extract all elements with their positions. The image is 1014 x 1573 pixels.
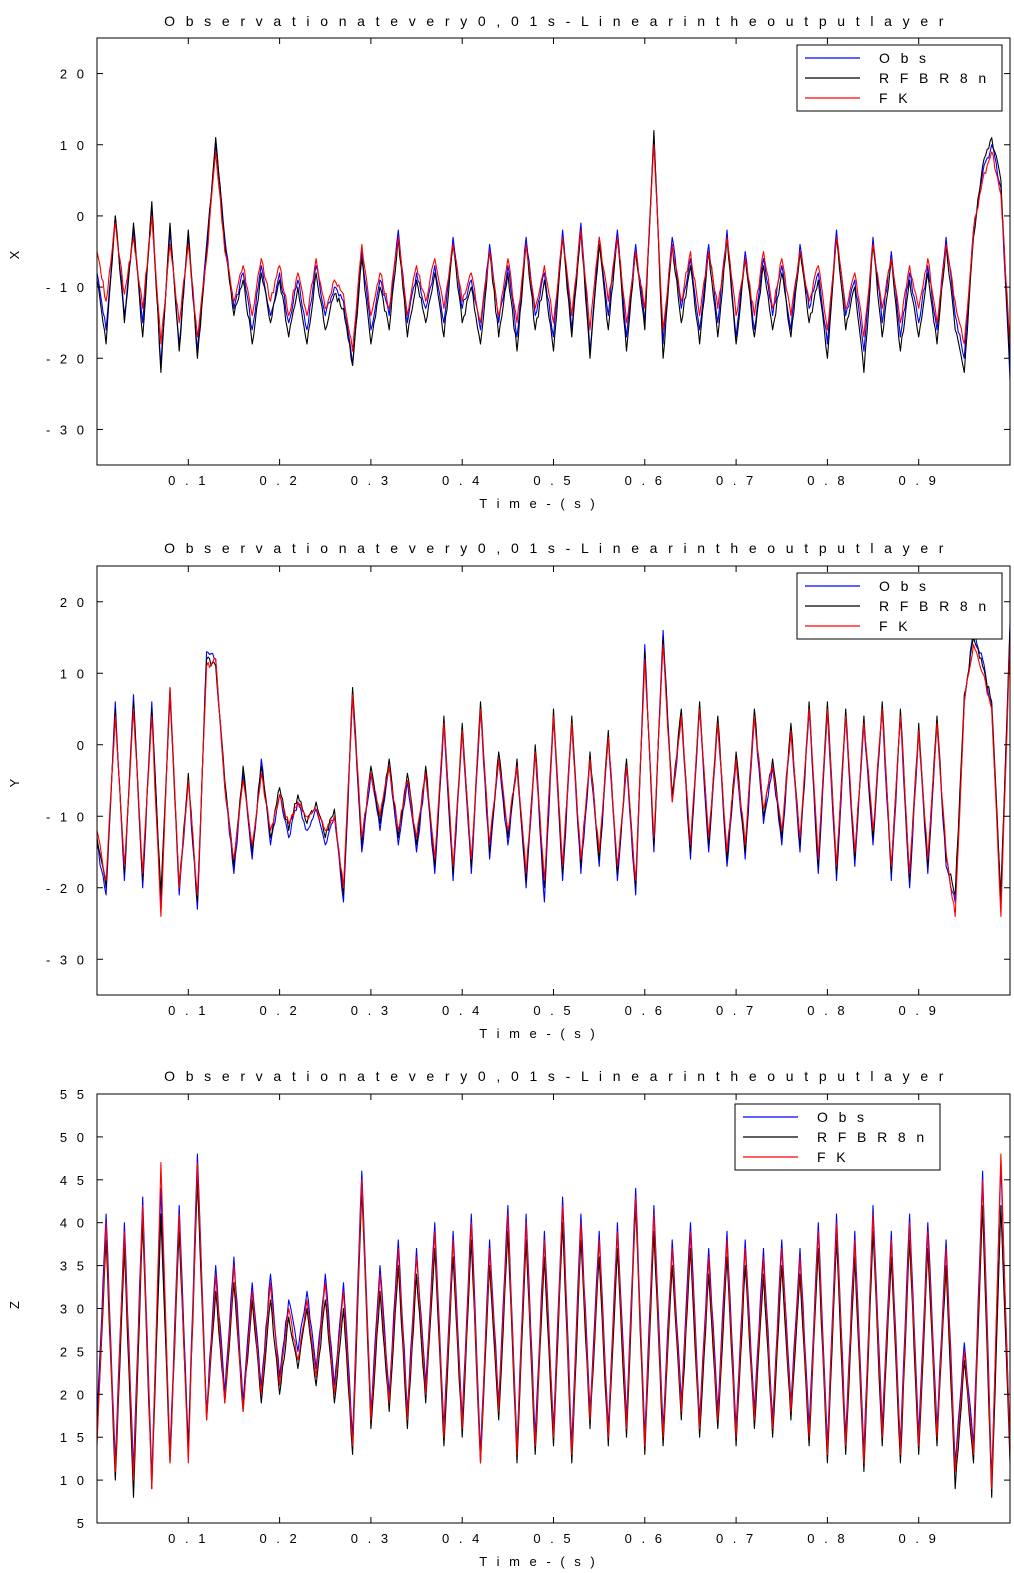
x-tick-label: 0 . 2 xyxy=(259,473,299,488)
y-tick-label: 3 0 xyxy=(60,1302,87,1317)
x-tick-label: 0 . 4 xyxy=(442,1531,482,1546)
x-tick-label: 0 . 8 xyxy=(807,473,847,488)
y-tick-label: 2 0 xyxy=(60,595,87,610)
y-tick-label: 2 5 xyxy=(60,1344,87,1359)
y-tick-label: 1 0 xyxy=(60,1473,87,1488)
x-tick-label: 0 . 8 xyxy=(807,1003,847,1018)
legend-label: F K xyxy=(817,1149,849,1165)
x-tick-label: 0 . 6 xyxy=(625,473,665,488)
y-axis-label: X xyxy=(7,250,22,259)
y-tick-label: 5 0 xyxy=(60,1130,87,1145)
x-tick-label: 0 . 3 xyxy=(351,473,391,488)
x-tick-label: 0 . 5 xyxy=(533,1003,573,1018)
y-tick-label: - 3 0 xyxy=(46,422,87,437)
x-tick-label: 0 . 1 xyxy=(168,473,208,488)
x-tick-label: 0 . 9 xyxy=(899,473,939,488)
legend-label: R F B R 8 n xyxy=(879,598,990,614)
chart-panel-1: 0 . 1 0 . 2 0 . 3 0 . 4 0 . 5 0 . 6 0 . 7 0 . 8… xyxy=(7,13,1011,511)
chart-panel-3: 0 . 1 0 . 2 0 . 3 0 . 4 0 . 5 0 . 6 0 . 7 0 . 8… xyxy=(7,1068,1011,1569)
series-line-2 xyxy=(96,1179,1011,1498)
y-tick-label: 0 xyxy=(77,209,87,224)
legend-label: O b s xyxy=(817,1109,867,1125)
legend-label: O b s xyxy=(879,50,929,66)
x-axis-label: T i m e - ( s ) xyxy=(479,1554,597,1569)
series-line-1 xyxy=(96,137,1011,380)
series-line-2 xyxy=(96,630,1011,903)
y-tick-label: - 3 0 xyxy=(46,952,87,967)
legend-label: O b s xyxy=(879,578,929,594)
x-tick-label: 0 . 6 xyxy=(625,1531,665,1546)
y-tick-label: 3 5 xyxy=(60,1259,87,1274)
x-axis-label: T i m e - ( s ) xyxy=(479,1026,597,1041)
x-tick-label: 0 . 2 xyxy=(259,1531,299,1546)
y-tick-label: 4 0 xyxy=(60,1216,87,1231)
y-tick-label: 0 xyxy=(77,738,87,753)
chart-title: O b s e r v a t i o n a t e v e r y 0 , … xyxy=(164,540,947,556)
series-line-3 xyxy=(96,637,1011,917)
y-axis-label: Z xyxy=(7,1301,22,1309)
x-tick-label: 0 . 3 xyxy=(351,1531,391,1546)
x-tick-label: 0 . 9 xyxy=(899,1531,939,1546)
x-axis-label: T i m e - ( s ) xyxy=(479,496,597,511)
x-tick-label: 0 . 3 xyxy=(351,1003,391,1018)
y-tick-label: - 2 0 xyxy=(46,351,87,366)
y-tick-label: 2 0 xyxy=(60,1387,87,1402)
y-tick-label: 2 0 xyxy=(60,67,87,82)
x-tick-label: 0 . 7 xyxy=(716,473,756,488)
x-tick-label: 0 . 6 xyxy=(625,1003,665,1018)
x-tick-label: 0 . 4 xyxy=(442,473,482,488)
chart-title: O b s e r v a t i o n a t e v e r y 0 , … xyxy=(164,1068,947,1084)
x-tick-label: 0 . 4 xyxy=(442,1003,482,1018)
series-line-2 xyxy=(96,129,1011,374)
x-tick-label: 0 . 1 xyxy=(168,1003,208,1018)
y-tick-label: - 2 0 xyxy=(46,881,87,896)
x-tick-label: 0 . 5 xyxy=(533,1531,573,1546)
x-tick-label: 0 . 7 xyxy=(716,1003,756,1018)
x-tick-label: 0 . 7 xyxy=(716,1531,756,1546)
y-tick-label: - 1 0 xyxy=(46,809,87,824)
y-tick-label: 5 xyxy=(77,1516,87,1531)
y-axis-label: Y xyxy=(7,778,22,787)
x-tick-label: 0 . 8 xyxy=(807,1531,847,1546)
legend-label: R F B R 8 n xyxy=(817,1129,928,1145)
x-tick-label: 0 . 9 xyxy=(899,1003,939,1018)
y-tick-label: - 1 0 xyxy=(46,280,87,295)
legend-label: R F B R 8 n xyxy=(879,70,990,86)
legend-label: F K xyxy=(879,90,911,106)
y-tick-label: 4 5 xyxy=(60,1173,87,1188)
x-tick-label: 0 . 1 xyxy=(168,1531,208,1546)
legend: O b s R F B R 8 n F K xyxy=(796,44,1003,112)
series-line-3 xyxy=(96,144,1011,352)
legend: O b s R F B R 8 n F K xyxy=(734,1103,941,1171)
x-tick-label: 0 . 5 xyxy=(533,473,573,488)
legend: O b s R F B R 8 n F K xyxy=(796,572,1003,640)
y-tick-label: 1 0 xyxy=(60,666,87,681)
y-tick-label: 1 0 xyxy=(60,138,87,153)
chart-title: O b s e r v a t i o n a t e v e r y 0 , … xyxy=(164,13,947,29)
y-tick-label: 5 5 xyxy=(60,1087,87,1102)
x-tick-label: 0 . 2 xyxy=(259,1003,299,1018)
y-tick-label: 1 5 xyxy=(60,1430,87,1445)
chart-panel-2: 0 . 1 0 . 2 0 . 3 0 . 4 0 . 5 0 . 6 0 . 7 0 . 8… xyxy=(7,540,1011,1041)
series-line-3 xyxy=(96,1153,1011,1490)
legend-label: F K xyxy=(879,618,911,634)
